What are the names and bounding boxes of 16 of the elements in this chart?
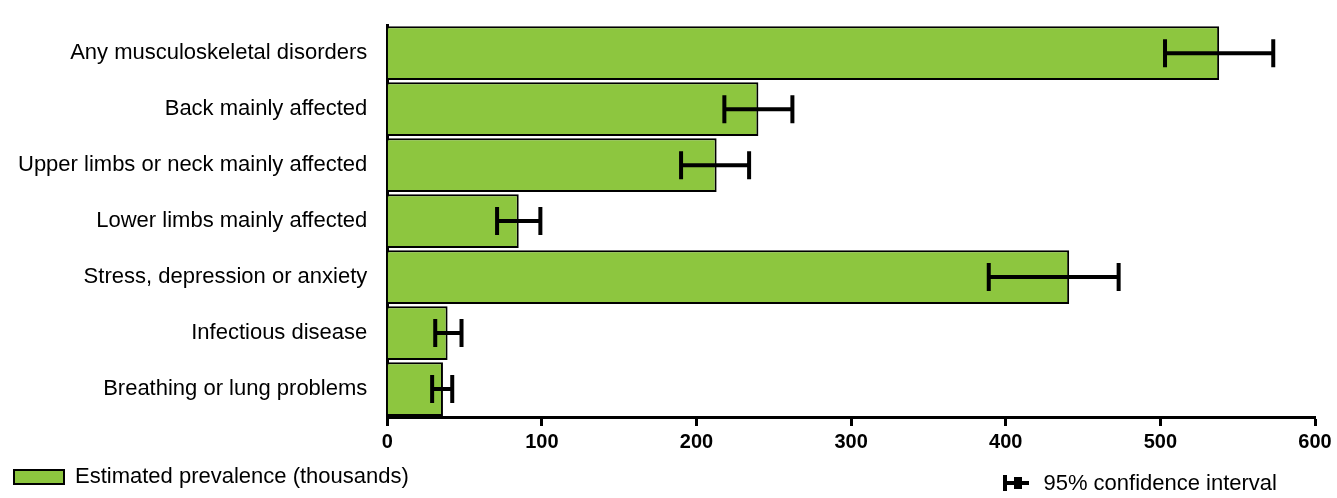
x-tick-label: 500 bbox=[1143, 429, 1178, 452]
y-tick-label: Back mainly affected bbox=[164, 95, 368, 121]
y-tick-label: Breathing or lung problems bbox=[103, 375, 368, 401]
legend-label: Estimated prevalence (thousands) bbox=[75, 463, 409, 489]
y-tick-label: Lower limbs mainly affected bbox=[96, 207, 368, 233]
y-tick-label: Stress, depression or anxiety bbox=[83, 263, 368, 289]
y-tick-label: Infectious disease bbox=[191, 319, 368, 345]
text: 95% confidence interval bbox=[1043, 470, 1277, 496]
x-tick-label: 100 bbox=[525, 429, 559, 452]
y-tick-label: Any musculoskeletal disorders bbox=[70, 39, 368, 65]
y-tick-label: Upper limbs or neck mainly affected bbox=[17, 151, 368, 177]
x-tick-label: 0 bbox=[381, 429, 393, 452]
x-tick-label: 400 bbox=[989, 429, 1023, 452]
x-tick-label: 600 bbox=[1298, 429, 1332, 452]
x-tick-label: 200 bbox=[679, 429, 714, 452]
x-tick-label: 300 bbox=[834, 429, 868, 452]
